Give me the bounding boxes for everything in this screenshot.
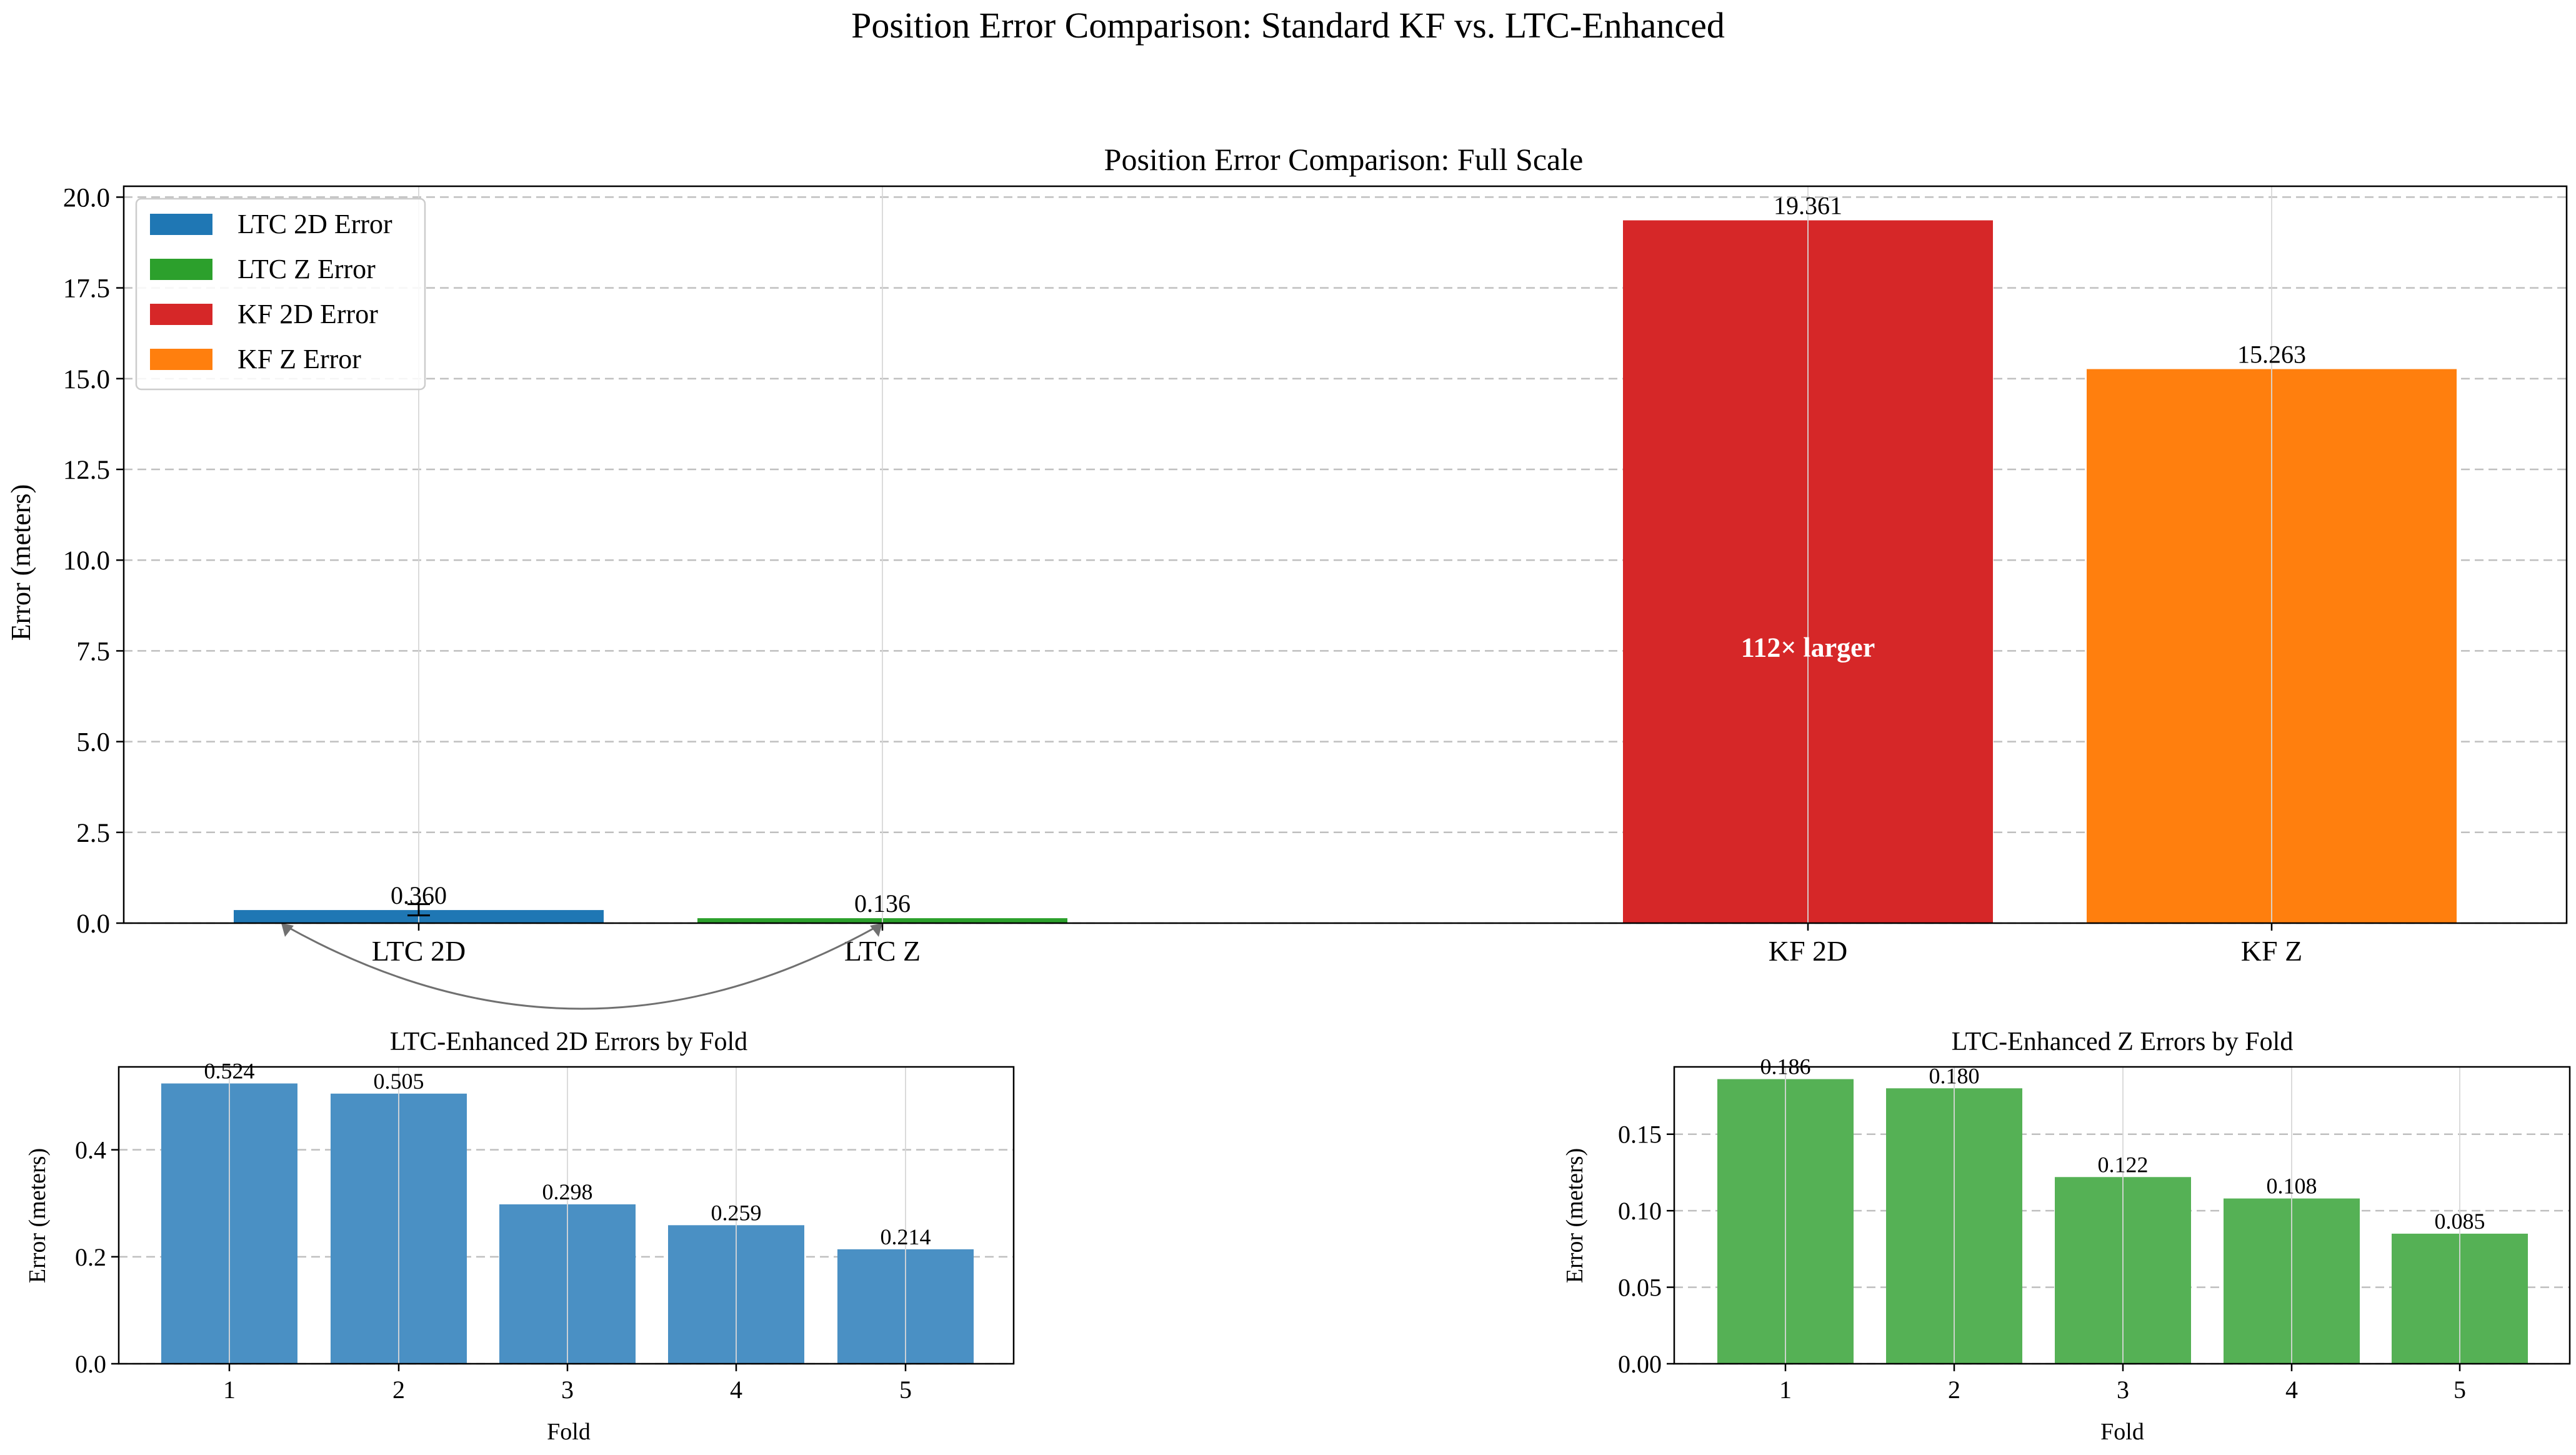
y-tick-label: 0.4 — [75, 1136, 106, 1164]
x-tick-label: 1 — [1779, 1376, 1792, 1404]
y-tick-label: 0.15 — [1618, 1121, 1662, 1149]
fold-2d-chart: LTC-Enhanced 2D Errors by Fold Error (me… — [24, 1028, 1015, 1445]
x-tick-label: LTC 2D — [372, 935, 466, 967]
comparison-arrowhead-right — [870, 923, 882, 937]
x-tick-label: 2 — [1948, 1376, 1960, 1404]
legend-label: LTC 2D Error — [237, 209, 392, 239]
y-tick-label: 15.0 — [63, 365, 110, 394]
fold-2d-chart-ylabel: Error (meters) — [24, 1148, 51, 1283]
fold-z-chart-xlabel: Fold — [2100, 1419, 2144, 1445]
bar-value-label: 15.263 — [2237, 341, 2306, 369]
y-tick-label: 17.5 — [63, 274, 110, 304]
legend-swatch — [150, 214, 212, 235]
plot-frame — [1673, 1066, 2571, 1365]
plot-frame — [122, 185, 2568, 924]
bar-value-label: 0.505 — [374, 1069, 424, 1094]
legend-swatch — [150, 349, 212, 370]
x-tick-label: 4 — [730, 1376, 742, 1404]
y-tick-label: 0.2 — [75, 1243, 106, 1271]
y-tick-label: 10.0 — [63, 546, 110, 576]
bar-value-label: 0.259 — [711, 1200, 762, 1225]
legend-swatch — [150, 259, 212, 280]
fold-z-chart-title: LTC-Enhanced Z Errors by Fold — [1952, 1028, 2294, 1056]
comparison-arrowhead-left — [281, 923, 294, 937]
fold-z-chart-ylabel: Error (meters) — [1562, 1148, 1588, 1283]
y-tick-label: 7.5 — [76, 637, 110, 666]
legend-label: LTC Z Error — [237, 254, 376, 284]
y-tick-label: 0.05 — [1618, 1274, 1662, 1302]
x-tick-label: 3 — [2117, 1376, 2129, 1404]
legend-label: KF 2D Error — [237, 299, 378, 329]
x-tick-label: 5 — [899, 1376, 912, 1404]
x-tick-label: 1 — [223, 1376, 236, 1404]
x-tick-label: KF Z — [2241, 935, 2302, 967]
bar-value-label: 0.085 — [2435, 1209, 2485, 1234]
bar-annotation: 112× larger — [1741, 632, 1875, 663]
bar-value-label: 0.122 — [2098, 1152, 2149, 1177]
legend-label: KF Z Error — [237, 344, 361, 374]
main-chart: Position Error Comparison: Full Scale Er… — [6, 142, 2568, 1010]
y-tick-label: 0.0 — [75, 1350, 106, 1378]
y-tick-label: 0.00 — [1618, 1350, 1662, 1378]
plot-frame — [117, 1066, 1015, 1365]
y-tick-label: 12.5 — [63, 456, 110, 485]
legend-box — [135, 198, 426, 391]
figure-title: Position Error Comparison: Standard KF v… — [851, 5, 1725, 46]
y-tick-label: 0.0 — [76, 909, 110, 939]
y-tick-label: 5.0 — [76, 728, 110, 758]
legend: LTC 2D Error LTC Z Error KF 2D Error KF Z E… — [135, 198, 426, 391]
bar-value-label: 0.136 — [854, 889, 911, 918]
bar-value-label: 0.108 — [2267, 1174, 2317, 1199]
y-tick-label: 20.0 — [63, 183, 110, 212]
bar-value-label: 19.361 — [1774, 192, 1842, 220]
y-tick-label: 2.5 — [76, 819, 110, 848]
fold-2d-chart-title: LTC-Enhanced 2D Errors by Fold — [390, 1028, 747, 1056]
fold-z-chart: LTC-Enhanced Z Errors by Fold Error (met… — [1562, 1028, 2571, 1445]
fold-2d-chart-xlabel: Fold — [547, 1419, 591, 1445]
x-tick-label: KF 2D — [1769, 935, 1848, 967]
bar-value-label: 0.524 — [204, 1059, 255, 1084]
x-tick-label: 5 — [2454, 1376, 2466, 1404]
bar-value-label: 0.298 — [542, 1179, 593, 1204]
main-chart-title: Position Error Comparison: Full Scale — [1104, 142, 1584, 177]
comparison-arrow — [284, 924, 879, 1010]
y-tick-label: 0.10 — [1618, 1197, 1662, 1225]
x-tick-label: 3 — [561, 1376, 574, 1404]
bar-value-label: 0.214 — [881, 1224, 931, 1249]
main-chart-ylabel: Error (meters) — [6, 484, 36, 641]
legend-swatch — [150, 304, 212, 325]
x-tick-label: LTC Z — [844, 935, 921, 967]
x-tick-label: 2 — [392, 1376, 405, 1404]
x-tick-label: 4 — [2285, 1376, 2298, 1404]
